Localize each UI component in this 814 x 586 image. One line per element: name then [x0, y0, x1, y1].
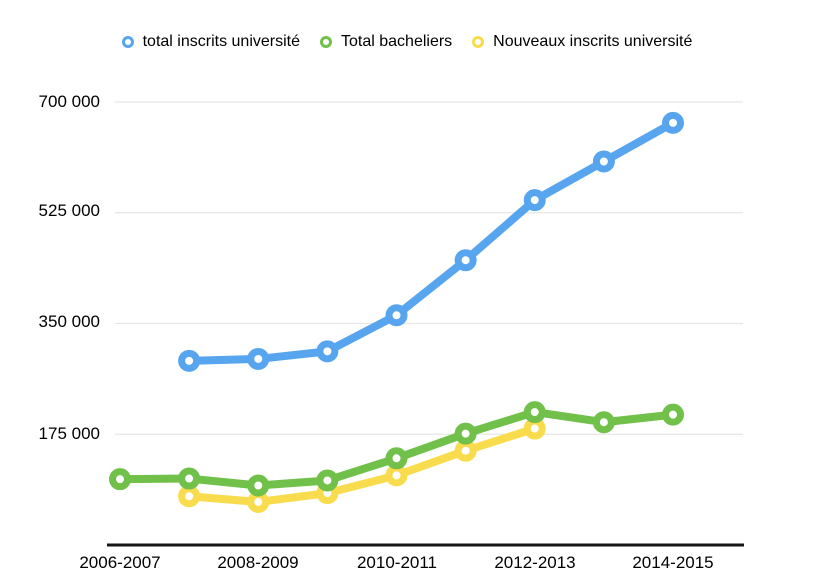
data-point-marker: [662, 403, 684, 426]
data-point-marker: [385, 304, 408, 327]
data-point-marker: [178, 349, 201, 372]
data-point-marker: [523, 189, 546, 212]
legend-item-total-inscrits: total inscrits université: [121, 33, 300, 51]
legend-marker-yellow-icon: [472, 36, 485, 48]
x-axis-tick-label: 2006-2007: [79, 553, 161, 572]
y-axis-tick-label: 175 000: [38, 424, 100, 443]
legend-item-total-bacheliers: Total bacheliers: [320, 33, 452, 51]
data-point-marker: [454, 439, 477, 462]
data-point-marker: [247, 474, 270, 497]
data-point-marker: [178, 485, 201, 508]
data-point-marker: [592, 150, 615, 173]
data-point-marker: [523, 401, 546, 424]
x-axis-tick-label: 2008-2009: [217, 553, 299, 572]
y-axis-tick-label: 350 000: [38, 312, 100, 331]
data-point-marker: [523, 417, 546, 440]
x-axis-tick-label: 2010-2011: [356, 553, 438, 572]
data-point-marker: [592, 411, 615, 434]
data-point-marker: [316, 340, 339, 363]
chart-legend: total inscrits université Total bachelie…: [0, 33, 814, 51]
data-point-marker: [247, 347, 270, 370]
legend-label: total inscrits université: [142, 33, 300, 50]
data-point-marker: [385, 464, 408, 487]
data-point-marker: [385, 447, 408, 470]
y-axis-tick-label: 525 000: [38, 201, 100, 220]
legend-item-nouveaux-inscrits: Nouveaux inscrits université: [472, 33, 692, 51]
y-axis-tick-label: 700 000: [38, 92, 100, 111]
series-line-2: [185, 424, 539, 506]
legend-label: Total bacheliers: [341, 33, 453, 50]
data-point-marker: [454, 249, 477, 272]
x-axis-tick-label: 2014-2015: [632, 553, 714, 572]
legend-marker-green-icon: [320, 36, 332, 48]
data-point-marker: [454, 422, 477, 445]
data-point-marker: [316, 469, 339, 492]
series-line-0: [185, 118, 677, 365]
data-point-marker: [662, 111, 684, 134]
legend-label: Nouveaux inscrits université: [493, 33, 693, 50]
legend-marker-blue-icon: [121, 36, 134, 48]
data-point-marker: [178, 467, 201, 490]
data-point-marker: [247, 490, 270, 513]
data-point-marker: [109, 468, 131, 491]
x-axis-tick-label: 2012-2013: [494, 553, 576, 572]
